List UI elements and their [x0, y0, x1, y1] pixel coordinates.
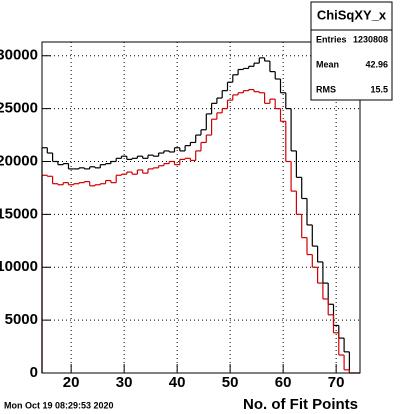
- x-axis-title: No. of Fit Points: [243, 396, 358, 413]
- stats-value: 15.5: [370, 84, 388, 94]
- timestamp: Mon Oct 19 08:29:53 2020: [4, 400, 114, 410]
- y-tick-label: 5000: [5, 311, 38, 328]
- x-tick-label: 50: [222, 374, 239, 391]
- y-tick-label: 10000: [0, 258, 38, 275]
- stats-label: Entries: [316, 34, 347, 44]
- stats-value: 1230808: [353, 34, 388, 44]
- stats-title: ChiSqXY_x: [317, 7, 387, 22]
- stats-box: [310, 1, 393, 101]
- x-tick-label: 60: [275, 374, 292, 391]
- stats-value: 42.96: [365, 59, 388, 69]
- stats-label: RMS: [316, 84, 336, 94]
- y-tick-label: 30000: [0, 47, 38, 64]
- y-tick-label: 0: [30, 364, 38, 381]
- y-tick-label: 15000: [0, 205, 38, 222]
- x-tick-label: 30: [116, 374, 133, 391]
- y-tick-label: 25000: [0, 100, 38, 117]
- stats-label: Mean: [316, 59, 339, 69]
- plot-frame: [41, 41, 361, 374]
- x-tick-label: 20: [63, 374, 80, 391]
- x-tick-label: 40: [169, 374, 186, 391]
- y-tick-label: 20000: [0, 152, 38, 169]
- x-tick-label: 70: [328, 374, 345, 391]
